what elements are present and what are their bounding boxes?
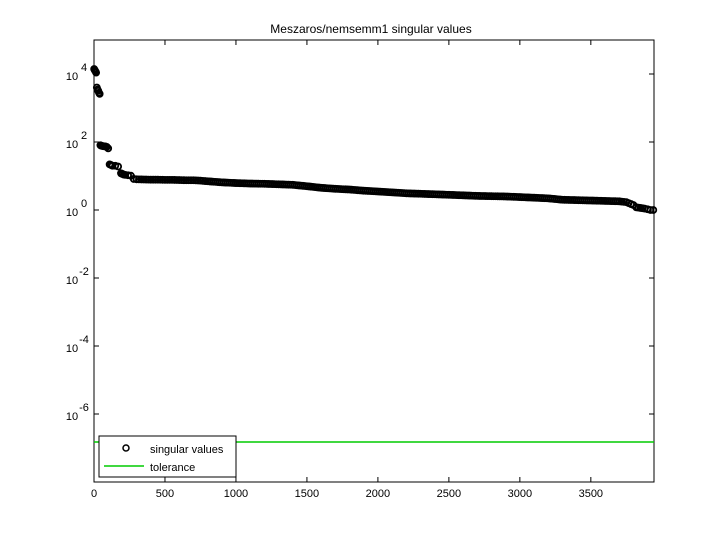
x-tick-label: 2500 — [437, 488, 461, 500]
x-tick-label: 3500 — [579, 488, 603, 500]
legend-singular-marker — [122, 444, 130, 452]
y-tick-label: 10 — [66, 343, 78, 355]
y-tick-exponent: -2 — [79, 266, 89, 278]
y-tick-exponent: 2 — [81, 130, 87, 142]
legend-singular-label: singular values — [150, 444, 224, 456]
legend-box — [98, 435, 237, 478]
y-tick-exponent: 4 — [81, 62, 87, 74]
singular-value-point — [95, 89, 104, 98]
axes-box — [93, 39, 655, 483]
y-tick-label: 10 — [66, 207, 78, 219]
y-tick-label: 10 — [66, 71, 78, 83]
plot-area: 0 500 1000 1500 2000 2500 3000 350010-610-410-2… — [66, 39, 658, 500]
x-tick-label: 1500 — [295, 488, 319, 500]
y-tick-label: 10 — [66, 275, 78, 287]
y-tick-exponent: -6 — [79, 402, 89, 414]
x-tick-label: 500 — [156, 488, 174, 500]
chart-title: Meszaros/nemsemm1 singular values — [270, 22, 471, 36]
singular-value-point — [649, 206, 658, 214]
singular-value-point — [646, 206, 655, 214]
x-tick-label: 0 — [91, 488, 97, 500]
x-tick-label: 2000 — [366, 488, 390, 500]
singular-value-point — [102, 142, 111, 151]
y-tick-label: 10 — [66, 139, 78, 151]
y-tick-exponent: -4 — [79, 334, 89, 346]
singular-value-point — [92, 68, 101, 77]
legend-tolerance-label: tolerance — [150, 462, 195, 474]
singular-value-point — [104, 144, 113, 153]
legend: singular values tolerance — [98, 435, 237, 478]
singular-value-point — [114, 162, 123, 171]
x-tick-label: 3000 — [508, 488, 532, 500]
y-tick-exponent: 0 — [81, 198, 87, 210]
y-tick-label: 10 — [66, 411, 78, 423]
x-tick-label: 1000 — [224, 488, 248, 500]
